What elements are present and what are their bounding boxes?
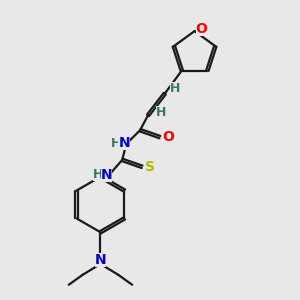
Text: O: O	[162, 130, 174, 144]
Text: H: H	[93, 168, 104, 181]
Text: O: O	[196, 22, 208, 36]
Text: N: N	[95, 253, 106, 267]
Text: N: N	[118, 136, 130, 150]
Text: H: H	[169, 82, 180, 95]
Text: H: H	[156, 106, 166, 119]
Text: N: N	[100, 168, 112, 182]
Text: H: H	[111, 136, 122, 150]
Text: S: S	[145, 160, 155, 174]
